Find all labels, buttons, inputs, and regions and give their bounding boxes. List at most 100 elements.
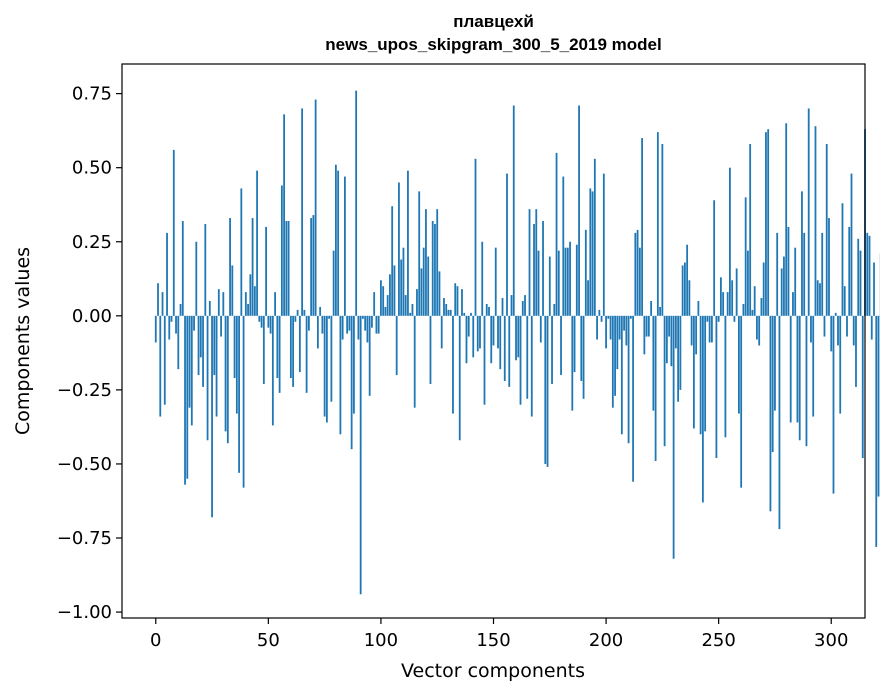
bar bbox=[591, 191, 594, 316]
bar bbox=[607, 315, 610, 319]
bar bbox=[679, 315, 682, 390]
bar bbox=[512, 105, 515, 316]
y-axis: 0.75 0.50 0.25 0.00 −0.25 −0.50 −0.75 −1.00 bbox=[57, 84, 122, 623]
bar bbox=[161, 292, 164, 316]
bar bbox=[425, 209, 427, 316]
bar bbox=[738, 315, 740, 414]
bar bbox=[285, 221, 288, 316]
bar bbox=[247, 303, 249, 316]
bar bbox=[154, 315, 157, 343]
bar bbox=[316, 315, 319, 349]
bar bbox=[643, 315, 646, 355]
bar bbox=[204, 223, 207, 316]
bar bbox=[359, 315, 362, 595]
bar bbox=[163, 315, 166, 405]
bar bbox=[456, 286, 459, 316]
bar bbox=[771, 315, 774, 453]
bar bbox=[222, 292, 225, 316]
bar bbox=[832, 315, 835, 494]
bar bbox=[670, 315, 673, 367]
bar bbox=[350, 315, 353, 450]
bar bbox=[177, 315, 180, 370]
bar bbox=[544, 315, 547, 464]
bar bbox=[870, 315, 873, 340]
bar bbox=[528, 209, 531, 316]
bar bbox=[537, 250, 540, 316]
bar bbox=[213, 315, 216, 376]
bar bbox=[193, 315, 195, 331]
bar bbox=[310, 218, 313, 316]
bar bbox=[841, 203, 844, 316]
bar bbox=[692, 315, 695, 429]
bar bbox=[695, 315, 698, 355]
chart-title-line2: news_upos_skipgram_300_5_2019 model bbox=[325, 35, 662, 54]
bar bbox=[733, 315, 736, 322]
bar bbox=[231, 265, 234, 316]
bar bbox=[314, 99, 317, 316]
bar bbox=[839, 315, 842, 414]
bar bbox=[645, 315, 648, 337]
bar bbox=[837, 315, 839, 346]
bar bbox=[461, 289, 463, 316]
bar bbox=[278, 315, 281, 393]
bar bbox=[560, 315, 562, 376]
bar bbox=[780, 268, 783, 316]
bar bbox=[319, 306, 322, 316]
bar bbox=[566, 247, 569, 316]
bar bbox=[539, 315, 542, 343]
bar bbox=[690, 315, 693, 346]
bar bbox=[386, 295, 389, 316]
bar bbox=[801, 191, 803, 316]
bar bbox=[557, 250, 560, 316]
bar bbox=[348, 315, 351, 331]
bar bbox=[389, 274, 391, 316]
bar bbox=[238, 315, 240, 473]
bar bbox=[355, 90, 358, 316]
bar bbox=[217, 289, 220, 316]
bar bbox=[819, 283, 821, 316]
bar bbox=[726, 292, 729, 316]
bar bbox=[323, 315, 326, 417]
bar bbox=[258, 315, 261, 322]
bar bbox=[377, 315, 380, 334]
bar bbox=[834, 312, 837, 316]
bar bbox=[188, 315, 191, 408]
bar bbox=[251, 218, 254, 316]
bar bbox=[774, 315, 776, 411]
bar bbox=[652, 315, 655, 411]
y-axis-label: Components values bbox=[12, 247, 34, 435]
bar bbox=[244, 292, 247, 316]
bar bbox=[519, 315, 522, 405]
bar bbox=[449, 309, 452, 316]
bar bbox=[249, 274, 252, 316]
bar bbox=[479, 315, 481, 349]
bar bbox=[614, 315, 616, 396]
bar bbox=[346, 315, 349, 334]
bar bbox=[681, 265, 684, 316]
bar bbox=[470, 312, 472, 316]
bar bbox=[600, 315, 603, 322]
bar bbox=[731, 280, 734, 316]
bar bbox=[195, 241, 198, 316]
bar bbox=[292, 315, 295, 387]
bar bbox=[704, 315, 707, 432]
bar bbox=[533, 223, 535, 316]
bar bbox=[271, 315, 274, 426]
bar bbox=[629, 315, 632, 319]
bar bbox=[688, 280, 691, 316]
y-tick-label: −0.25 bbox=[57, 380, 112, 401]
bar bbox=[375, 315, 378, 334]
bar bbox=[463, 312, 466, 316]
bars-group bbox=[154, 90, 880, 595]
bar bbox=[578, 105, 580, 316]
bar bbox=[481, 241, 484, 316]
x-tick-label: 300 bbox=[814, 630, 848, 651]
bar bbox=[301, 108, 304, 316]
bar bbox=[828, 218, 830, 316]
bar bbox=[852, 315, 855, 346]
bar bbox=[330, 315, 333, 402]
bar bbox=[753, 286, 756, 316]
bar bbox=[627, 315, 630, 444]
bar bbox=[647, 315, 650, 337]
bar bbox=[521, 301, 524, 316]
